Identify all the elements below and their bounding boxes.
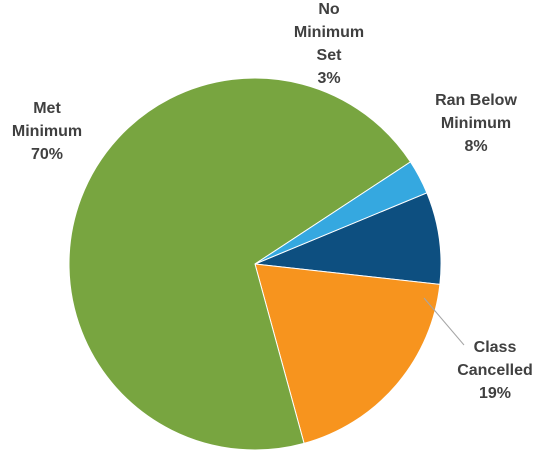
slice-value-label: 19% [479, 385, 511, 402]
slice-label-met-minimum: Met Minimum 70% [12, 100, 82, 163]
slice-category-label: Ran Below [435, 92, 517, 109]
slice-label-no-minimum-set: No Minimum Set 3% [294, 1, 364, 87]
slice-category-label: Met [33, 100, 61, 117]
slice-label-class-cancelled: Class Cancelled 19% [457, 339, 533, 402]
slice-category-label: Minimum [441, 115, 511, 132]
slice-value-label: 8% [464, 138, 487, 155]
slice-value-label: 3% [317, 70, 340, 87]
slice-labels: Ran Below Minimum 8% Class Cancelled 19% Met Mi… [12, 1, 533, 402]
pie-slice-ran-below-minimum [254, 192, 442, 285]
leader-line-class-cancelled [423, 297, 465, 346]
slice-category-label: Minimum [294, 24, 364, 41]
pie-slice-met-minimum [68, 77, 412, 451]
pie-slices [68, 77, 442, 451]
slice-category-label: Cancelled [457, 362, 533, 379]
slice-label-ran-below-minimum: Ran Below Minimum 8% [435, 92, 517, 155]
pie-slice-class-cancelled [254, 263, 441, 445]
slice-category-label: Set [317, 47, 343, 64]
slice-category-label: No [318, 1, 340, 18]
leader-lines [423, 297, 465, 346]
pie-slice-no-minimum-set [254, 161, 428, 265]
slice-value-label: 70% [31, 146, 63, 163]
slice-category-label: Minimum [12, 123, 82, 140]
slice-category-label: Class [474, 339, 517, 356]
